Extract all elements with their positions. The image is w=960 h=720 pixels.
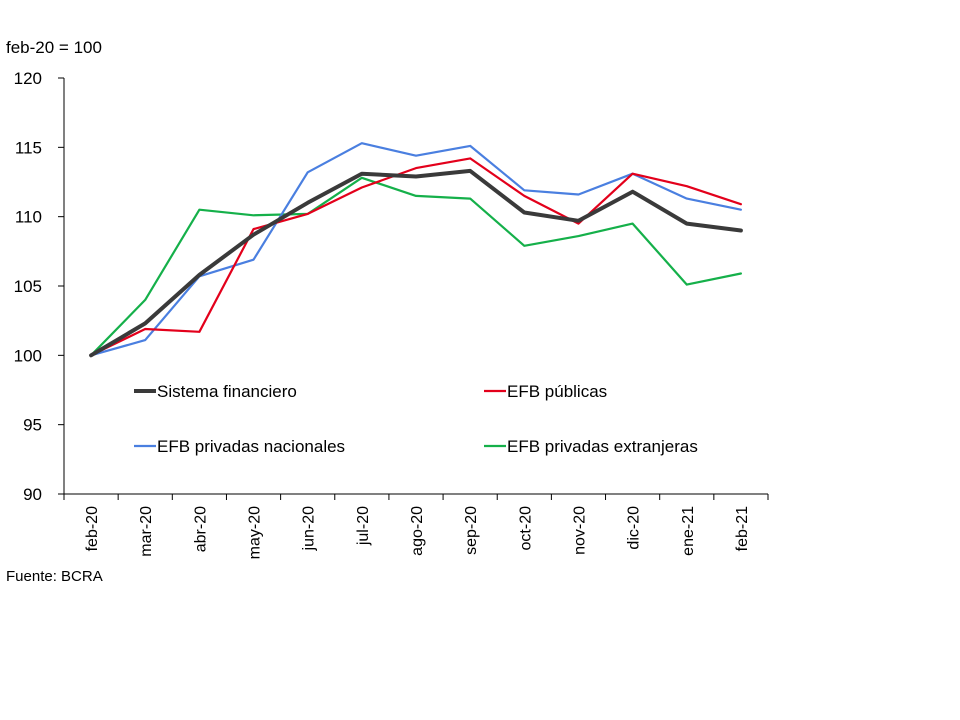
y-unit-label: feb-20 = 100	[6, 38, 102, 57]
x-tick-label: jun-20	[301, 506, 318, 552]
series-line-sistema-financiero	[89, 168, 743, 358]
y-tick-label: 90	[23, 485, 42, 504]
x-tick-label: feb-21	[734, 506, 751, 551]
x-tick-label: oct-20	[517, 506, 534, 551]
legend-label: EFB públicas	[507, 382, 607, 401]
legend-label: EFB privadas extranjeras	[507, 437, 698, 456]
x-tick-label: jul-20	[355, 506, 372, 546]
y-tick-label: 120	[14, 69, 42, 88]
x-tick-label: nov-20	[571, 506, 588, 555]
x-tick-label: sep-20	[463, 506, 480, 555]
y-tick-label: 115	[15, 138, 42, 157]
x-tick-label: feb-20	[84, 506, 101, 551]
x-tick-label: mar-20	[138, 506, 155, 557]
x-tick-label: abr-20	[192, 506, 209, 552]
y-tick-label: 95	[23, 416, 42, 435]
x-tick-label: ene-21	[680, 506, 697, 556]
y-tick-label: 105	[14, 277, 42, 296]
series-line-efb-p-blicas	[89, 157, 743, 357]
source-note: Fuente: BCRA	[6, 568, 103, 585]
y-tick-label: 100	[14, 346, 42, 365]
y-tick-label: 110	[15, 208, 42, 227]
legend-label: EFB privadas nacionales	[157, 437, 345, 456]
series-line-efb-privadas-extranjeras	[89, 176, 743, 357]
x-tick-label: ago-20	[409, 506, 426, 556]
x-tick-label: dic-20	[626, 506, 643, 550]
legend-label: Sistema financiero	[157, 382, 297, 401]
x-tick-label: may-20	[247, 506, 264, 559]
